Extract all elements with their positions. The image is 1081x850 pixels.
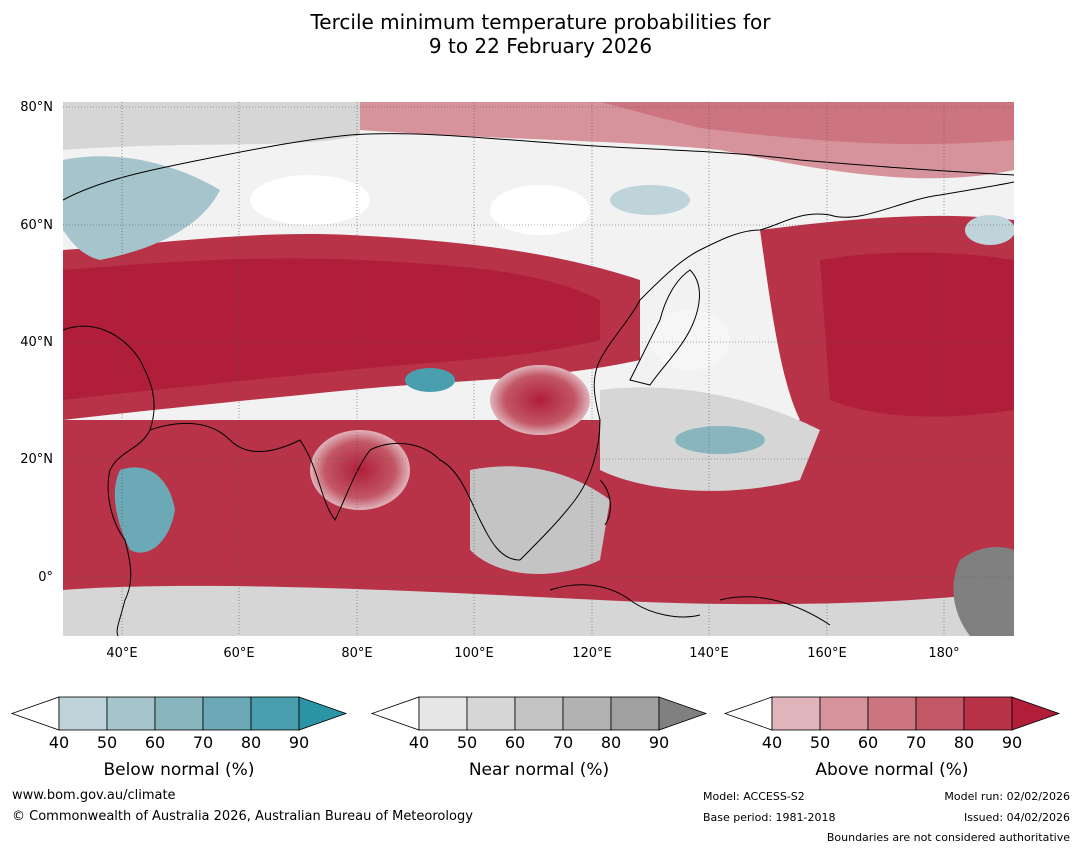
forecast-map: 80°N 60°N 40°N 20°N 0° 40°E 60°E 80°E 10… xyxy=(10,100,1061,780)
colorbar-below-bin-4 xyxy=(202,696,252,731)
colorbar-above-bin-5 xyxy=(963,696,1013,731)
colorbar-near-tick: 40 xyxy=(409,733,429,752)
lat-label-60n: 60°N xyxy=(20,218,53,233)
base-period: Base period: 1981-2018 xyxy=(703,811,836,824)
lon-label-100e: 100°E xyxy=(454,646,494,661)
colorbar-above-title: Above normal (%) xyxy=(815,760,968,780)
colorbar-above-bin-1 xyxy=(771,696,821,731)
colorbar-above-tick: 70 xyxy=(906,733,926,752)
issued-date: Issued: 04/02/2026 xyxy=(963,811,1070,824)
colorbar-below-tick: 40 xyxy=(49,733,69,752)
colorbar-below: 40 50 60 70 80 90 Below normal (%) xyxy=(10,696,348,780)
colorbar-above-bin-2 xyxy=(819,696,869,731)
colorbar-near-low-extend xyxy=(370,696,420,731)
lat-label-0: 0° xyxy=(38,570,53,585)
lat-label-80n: 80°N xyxy=(20,100,53,115)
coastlines xyxy=(63,133,1014,636)
colorbar-above-tick: 90 xyxy=(1002,733,1022,752)
colorbar-below-bin-5 xyxy=(250,696,300,731)
colorbar-below-title: Below normal (%) xyxy=(104,760,255,780)
colorbar-below-tick: 70 xyxy=(193,733,213,752)
colorbar-above-tick: 50 xyxy=(810,733,830,752)
lon-label-60e: 60°E xyxy=(223,646,254,661)
colorbar-below-bin-1 xyxy=(58,696,108,731)
colorbar-below-low-extend xyxy=(10,696,60,731)
colorbar-below-high-extend xyxy=(298,696,348,731)
colorbar-near: 40 50 60 70 80 90 Near normal (%) xyxy=(370,696,708,780)
lon-label-120e: 120°E xyxy=(572,646,612,661)
bom-url[interactable]: www.bom.gov.au/climate xyxy=(12,788,176,803)
map-title-line1: Tercile minimum temperature probabilitie… xyxy=(310,10,771,34)
colorbar-above-tick: 40 xyxy=(762,733,782,752)
colorbar-above-low-extend xyxy=(723,696,773,731)
boundaries-disclaimer: Boundaries are not considered authoritat… xyxy=(826,831,1070,844)
colorbar-near-bin-4 xyxy=(562,696,612,731)
colorbar-above-high-extend xyxy=(1011,696,1061,731)
colorbar-above-bin-4 xyxy=(915,696,965,731)
colorbar-above-bin-3 xyxy=(867,696,917,731)
colorbar-above-tick: 80 xyxy=(954,733,974,752)
colorbar-near-bin-5 xyxy=(610,696,660,731)
colorbar-above-tick: 60 xyxy=(858,733,878,752)
probability-field xyxy=(63,102,1014,636)
colorbar-below-tick: 90 xyxy=(289,733,309,752)
lon-label-40e: 40°E xyxy=(106,646,137,661)
lon-label-160e: 160°E xyxy=(807,646,847,661)
copyright-notice: © Commonwealth of Australia 2026, Austra… xyxy=(12,809,473,824)
colorbar-above: 40 50 60 70 80 90 Above normal (%) xyxy=(723,696,1061,780)
colorbar-near-bin-3 xyxy=(514,696,564,731)
colorbar-near-bin-1 xyxy=(418,696,468,731)
colorbar-below-tick: 80 xyxy=(241,733,261,752)
colorbar-near-tick: 60 xyxy=(505,733,525,752)
graticule xyxy=(63,102,1014,636)
colorbar-near-tick: 50 xyxy=(457,733,477,752)
colorbar-near-tick: 70 xyxy=(553,733,573,752)
model-run-date: Model run: 02/02/2026 xyxy=(944,790,1070,803)
colorbar-below-bin-3 xyxy=(154,696,204,731)
colorbar-below-tick: 50 xyxy=(97,733,117,752)
colorbar-near-tick: 90 xyxy=(649,733,669,752)
legend-group: 40 50 60 70 80 90 Below normal (%) 40 50 60 70 80 90… xyxy=(10,696,1061,780)
model-name: Model: ACCESS-S2 xyxy=(703,790,805,803)
lat-label-40n: 40°N xyxy=(20,335,53,350)
lat-label-20n: 20°N xyxy=(20,452,53,467)
colorbar-near-title: Near normal (%) xyxy=(469,760,609,780)
map-title-line2: 9 to 22 February 2026 xyxy=(428,34,653,58)
colorbar-near-bin-2 xyxy=(466,696,516,731)
colorbar-near-tick: 80 xyxy=(601,733,621,752)
lon-label-180: 180° xyxy=(928,646,959,661)
colorbar-near-high-extend xyxy=(658,696,708,731)
colorbar-below-bin-2 xyxy=(106,696,156,731)
lon-label-80e: 80°E xyxy=(341,646,372,661)
colorbar-below-tick: 60 xyxy=(145,733,165,752)
lon-label-140e: 140°E xyxy=(689,646,729,661)
